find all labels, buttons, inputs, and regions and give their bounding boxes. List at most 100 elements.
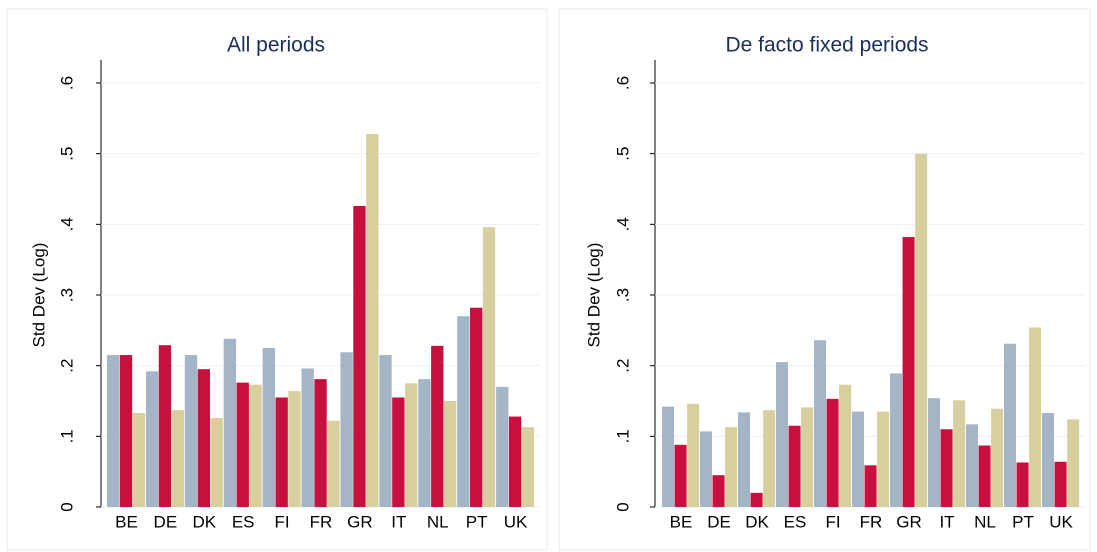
y-tick-label: .5 [613, 147, 632, 161]
bar [184, 355, 198, 507]
x-tick-label: PT [466, 512, 488, 531]
bar [521, 427, 535, 507]
x-tick-label: IT [391, 512, 406, 531]
bar [915, 153, 928, 507]
x-tick-label: PT [1012, 512, 1034, 531]
y-tick-label: .5 [57, 147, 76, 161]
y-axis-label: Std Dev (Log) [29, 243, 48, 348]
x-tick-label: BE [115, 512, 138, 531]
bar [405, 383, 418, 507]
bar [1016, 462, 1029, 507]
bar [508, 416, 522, 507]
bar [687, 403, 700, 507]
y-tick-label: .6 [57, 76, 76, 90]
bar [314, 379, 327, 507]
bar [443, 401, 457, 507]
bar [776, 362, 789, 507]
y-axis-label: Std Dev (Log) [584, 243, 603, 348]
x-tick-label: DE [154, 512, 178, 531]
bar [107, 355, 120, 507]
bar [288, 391, 301, 507]
x-tick-label: UK [504, 512, 528, 531]
bar [814, 340, 827, 507]
bar [788, 425, 801, 507]
bar [978, 445, 991, 507]
y-tick-label: .6 [613, 76, 632, 90]
x-tick-label: GR [347, 512, 373, 531]
x-tick-label: ES [784, 512, 807, 531]
bar [1004, 343, 1017, 507]
bar [877, 411, 890, 507]
x-tick-label: FR [310, 512, 333, 531]
y-tick-label: 0 [613, 502, 632, 511]
bar [763, 410, 776, 507]
bar [379, 355, 392, 507]
bar [482, 227, 496, 507]
bar [966, 424, 979, 507]
y-tick-label: .1 [613, 429, 632, 443]
bar [940, 429, 953, 507]
bar [725, 427, 738, 507]
bar [902, 237, 915, 507]
bar [418, 379, 431, 507]
bar [340, 352, 353, 507]
bar [392, 397, 405, 507]
y-tick-label: .3 [57, 288, 76, 302]
x-tick-label: BE [670, 512, 693, 531]
y-tick-label: 0 [57, 502, 76, 511]
bar [953, 400, 966, 507]
y-tick-label: .4 [613, 217, 632, 231]
bar [991, 408, 1004, 507]
x-tick-label: ES [232, 512, 255, 531]
bar [301, 368, 314, 507]
bar [236, 382, 249, 507]
x-tick-label: DK [192, 512, 216, 531]
x-tick-label: NL [974, 512, 996, 531]
chart-title: All periods [227, 34, 325, 57]
bar [353, 205, 366, 507]
bar [662, 406, 675, 507]
bar [249, 384, 262, 507]
bar [262, 348, 275, 507]
bar [327, 420, 340, 507]
y-tick-label: .3 [613, 288, 632, 302]
x-tick-label: FR [860, 512, 883, 531]
bar [496, 386, 509, 507]
bar [431, 345, 444, 507]
bar [470, 307, 483, 507]
x-tick-label: UK [1049, 512, 1073, 531]
bar [171, 410, 184, 507]
chart-title: De facto fixed periods [725, 34, 928, 57]
bar [1054, 461, 1067, 507]
bar [712, 475, 725, 507]
x-tick-label: FI [275, 512, 290, 531]
bar [132, 413, 146, 507]
bar [864, 465, 877, 507]
y-tick-label: .2 [57, 359, 76, 373]
bar [928, 398, 941, 507]
y-tick-label: .1 [57, 429, 76, 443]
bar [1029, 327, 1042, 507]
bar [119, 355, 133, 507]
bar [1067, 419, 1080, 507]
bar [223, 338, 237, 507]
bar [158, 345, 172, 507]
bar [197, 369, 210, 507]
bar [275, 397, 288, 507]
bar [1042, 413, 1055, 507]
x-tick-label: DK [745, 512, 769, 531]
x-tick-label: IT [939, 512, 954, 531]
bar [839, 384, 852, 507]
bar [826, 398, 839, 507]
x-tick-label: NL [427, 512, 449, 531]
bar [700, 431, 713, 507]
bar [457, 316, 470, 507]
y-tick-label: .2 [613, 359, 632, 373]
bar [145, 371, 159, 507]
x-tick-label: FI [825, 512, 840, 531]
bar [674, 444, 687, 507]
bar [210, 417, 223, 507]
x-tick-label: GR [896, 512, 922, 531]
bar [852, 411, 865, 507]
y-tick-label: .4 [57, 217, 76, 231]
